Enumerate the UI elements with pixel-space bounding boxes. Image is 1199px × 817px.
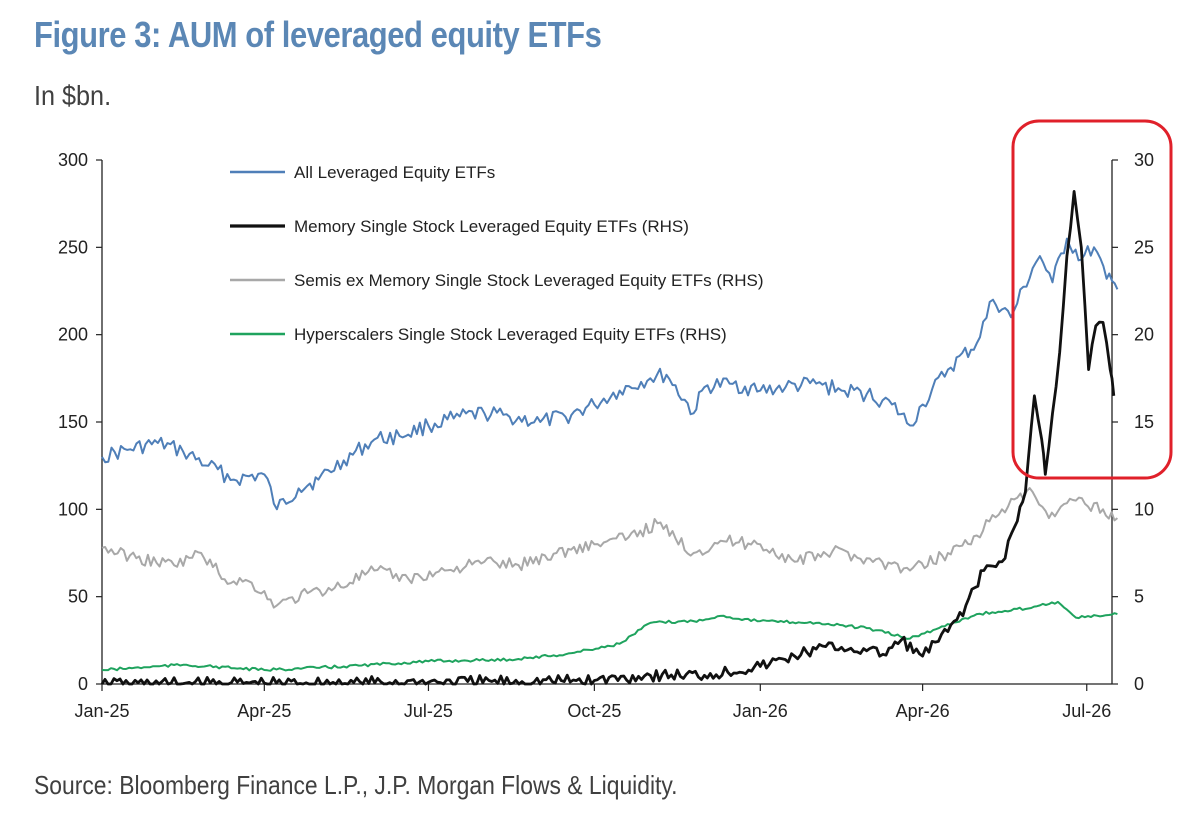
y-left-tick-label: 0 (78, 674, 88, 694)
axes: 0 50 100 150 200 250 300 0 5 10 15 20 25 30 Jan-25 Apr-… (58, 150, 1154, 721)
chart-subtitle: In $bn. (34, 80, 112, 111)
y-right-tick-label: 5 (1134, 587, 1144, 607)
series-line-3 (101, 487, 1119, 609)
series-line-2 (100, 190, 1116, 686)
x-tick-label: Apr-26 (896, 701, 950, 721)
series-layer (100, 190, 1119, 686)
y-right-tick-label: 25 (1134, 237, 1154, 257)
legend-label-1: All Leveraged Equity ETFs (294, 163, 495, 182)
x-tick-label: Apr-25 (237, 701, 291, 721)
y-left-tick-label: 200 (58, 325, 88, 345)
y-right-tick-label: 15 (1134, 412, 1154, 432)
y-left-tick-label: 250 (58, 237, 88, 257)
y-left-tick-label: 150 (58, 412, 88, 432)
legend: All Leveraged Equity ETFs Memory Single S… (230, 163, 764, 344)
y-right-tick-label: 0 (1134, 674, 1144, 694)
x-tick-label: Jul-25 (404, 701, 453, 721)
legend-label-2: Memory Single Stock Leveraged Equity ETF… (294, 217, 689, 236)
chart-title: Figure 3: AUM of leveraged equity ETFs (34, 14, 602, 55)
y-left-tick-label: 50 (68, 587, 88, 607)
y-right-tick-label: 20 (1134, 325, 1154, 345)
y-right-tick-label: 30 (1134, 150, 1154, 170)
x-tick-label: Oct-25 (567, 701, 621, 721)
legend-label-4: Hyperscalers Single Stock Leveraged Equi… (294, 325, 727, 344)
y-left-tick-label: 100 (58, 499, 88, 519)
x-tick-label: Jan-25 (74, 701, 129, 721)
source-note: Source: Bloomberg Finance L.P., J.P. Mor… (34, 770, 678, 800)
x-tick-label: Jan-26 (733, 701, 788, 721)
series-line-1 (101, 237, 1119, 511)
y-left-tick-label: 300 (58, 150, 88, 170)
y-right-tick-label: 10 (1134, 499, 1154, 519)
legend-label-3: Semis ex Memory Single Stock Leveraged E… (294, 271, 764, 290)
x-tick-label: Jul-26 (1062, 701, 1111, 721)
highlight-box (1011, 119, 1173, 480)
